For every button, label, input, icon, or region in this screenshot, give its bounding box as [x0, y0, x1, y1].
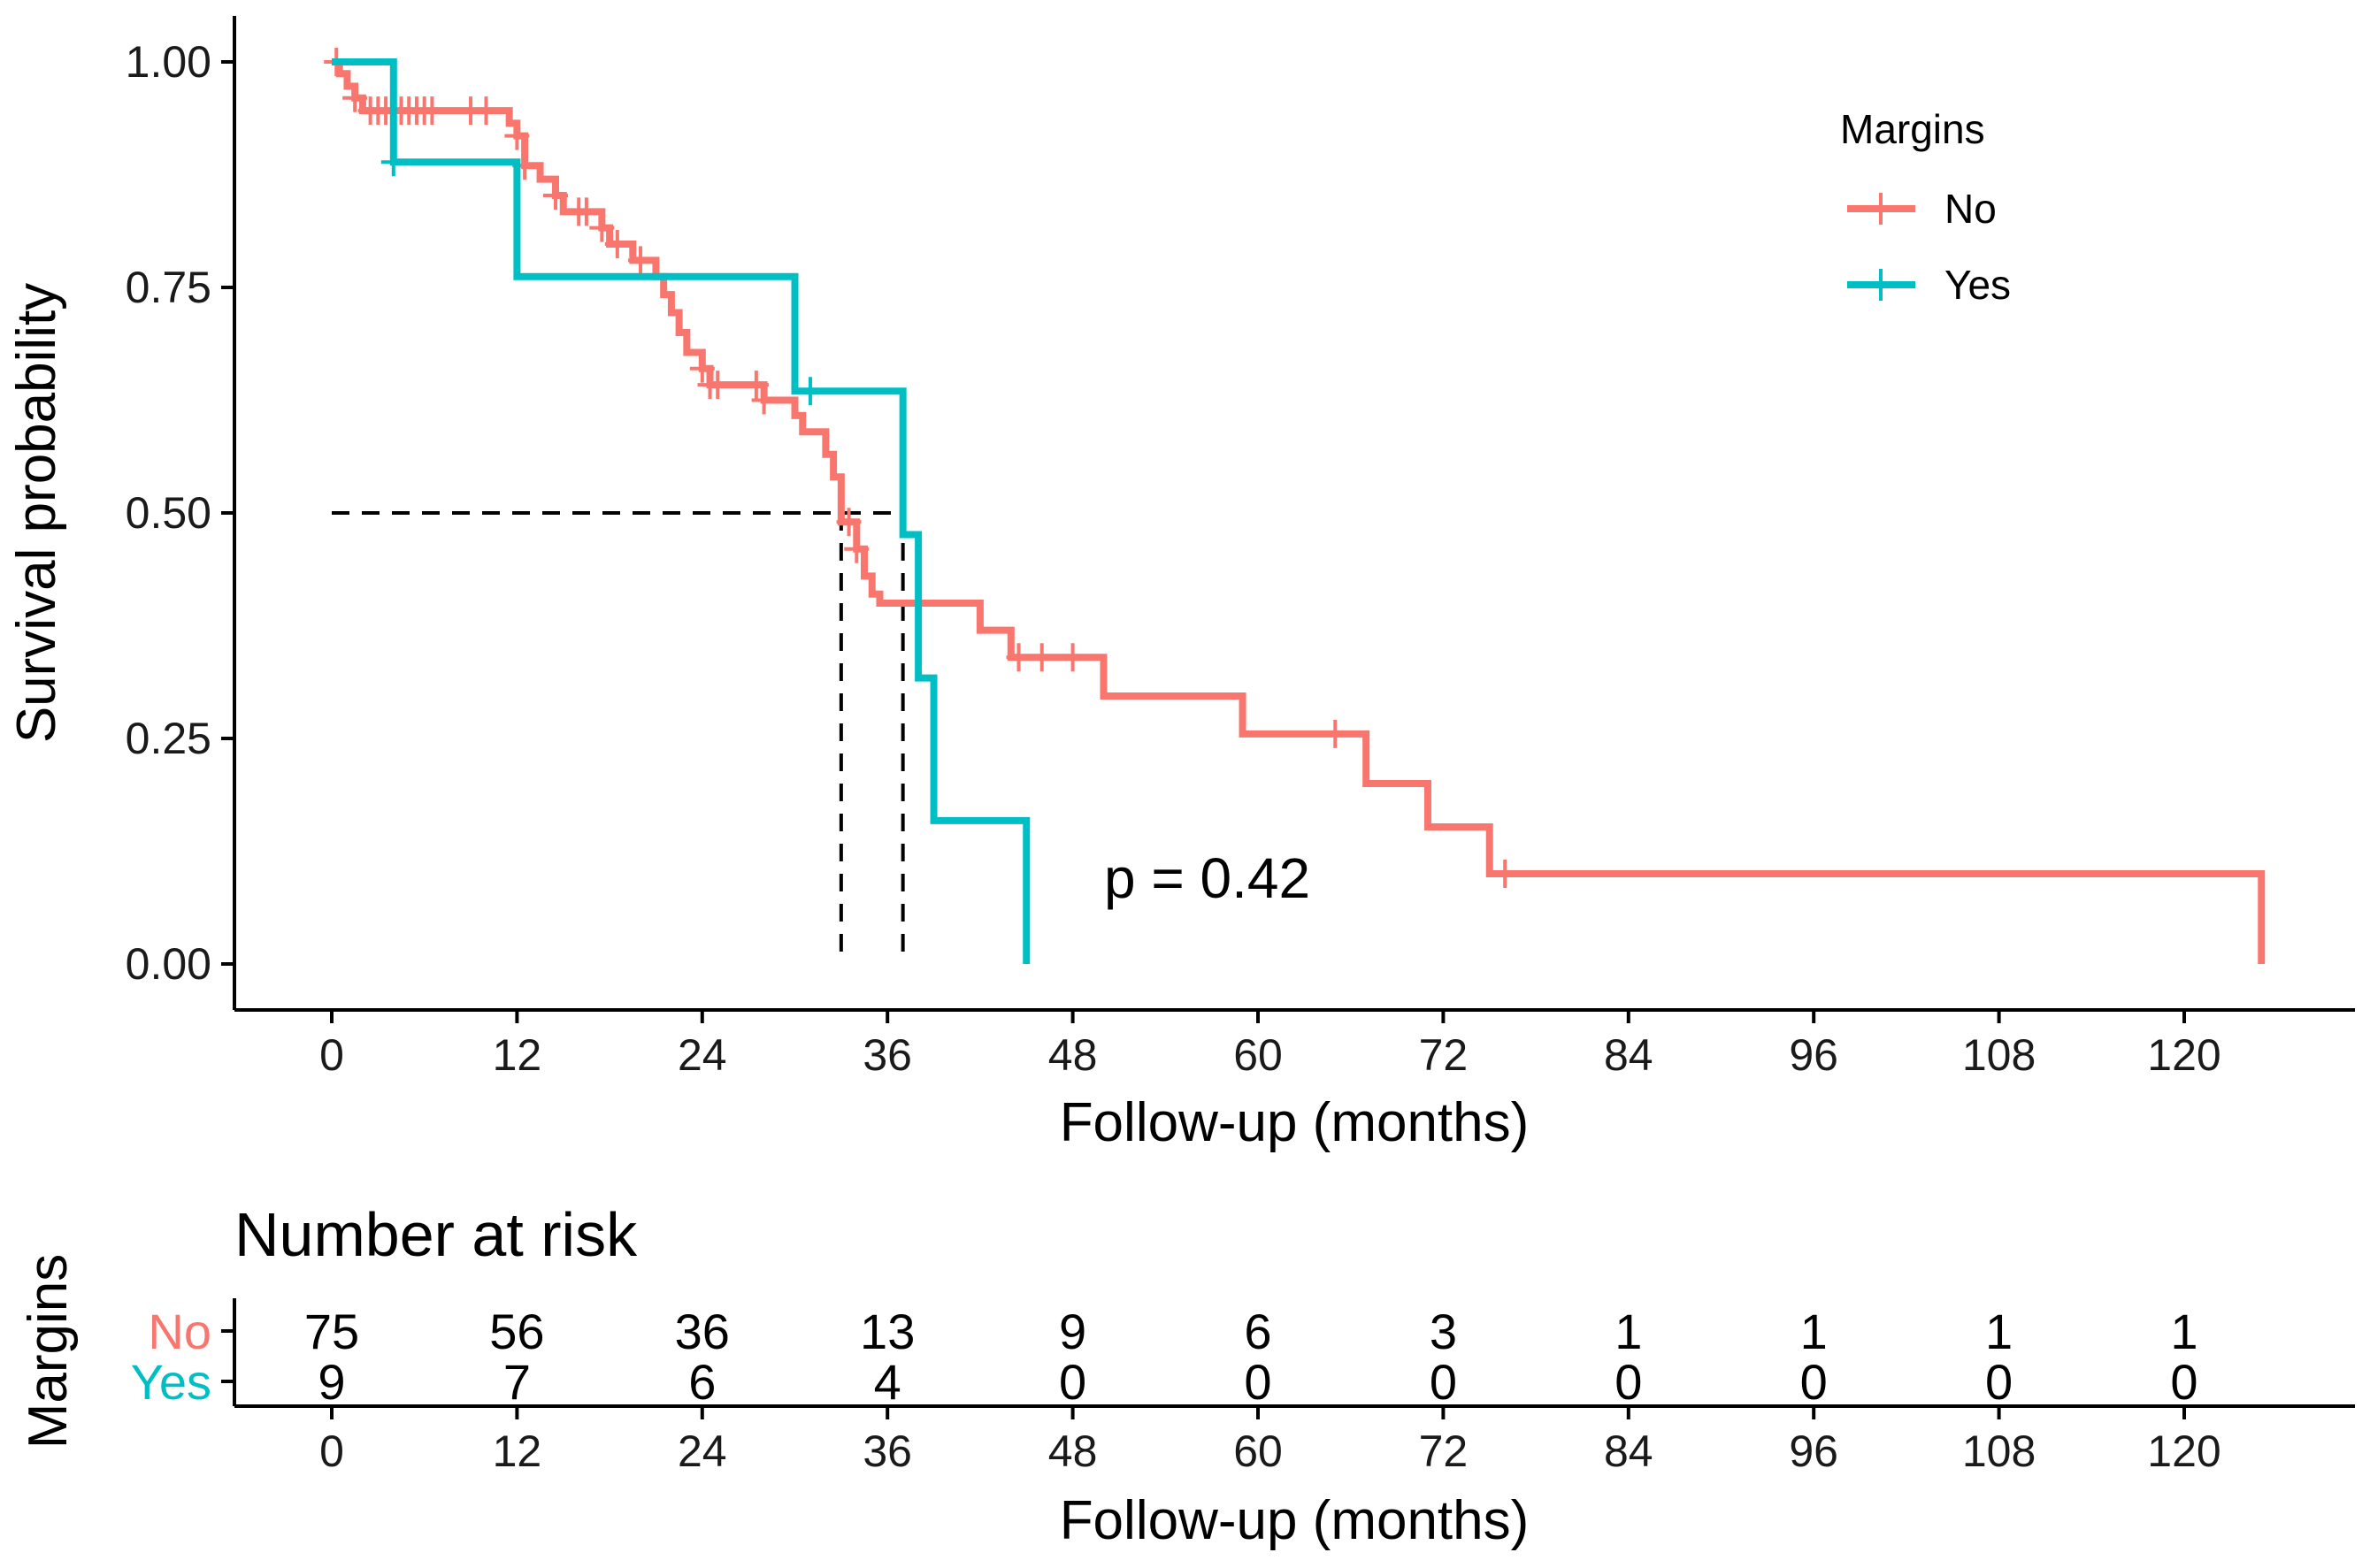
censor-mark [342, 83, 368, 112]
risk-count: 0 [2170, 1354, 2197, 1410]
censor-mark [419, 96, 445, 126]
risk-strata-label: Yes [131, 1354, 211, 1410]
risk-count: 75 [304, 1304, 359, 1359]
risk-count: 13 [860, 1304, 915, 1359]
risk-row-yes: Yes 9 7 6 4 0 0 0 0 0 0 0 [131, 1354, 2198, 1410]
risk-x-axis-ticks: 0 12 24 36 48 60 72 84 96 108 120 [319, 1406, 2221, 1476]
censor-mark [543, 180, 569, 210]
risk-count: 1 [1985, 1304, 2013, 1359]
censor-mark [473, 96, 499, 126]
legend-entry-no: No [1847, 186, 1997, 232]
median-lines [332, 511, 905, 964]
censor-mark [1029, 643, 1055, 672]
legend-label: No [1944, 186, 1997, 232]
censor-mark [836, 508, 862, 537]
legend-entries: No Yes [1847, 186, 2011, 308]
risk-x-tick-label: 84 [1604, 1426, 1653, 1476]
censor-mark [1006, 643, 1032, 672]
risk-table-title: Number at risk [234, 1200, 638, 1269]
survival-curve-yes [332, 58, 1031, 964]
x-tick-label: 36 [863, 1030, 912, 1080]
risk-count: 7 [503, 1354, 531, 1410]
series-yes [332, 58, 1031, 964]
x-tick-label: 24 [678, 1030, 727, 1080]
censor-mark [689, 354, 715, 383]
risk-count: 0 [1059, 1354, 1086, 1410]
risk-count: 56 [489, 1304, 544, 1359]
series-layer [324, 48, 2266, 964]
x-tick-label: 72 [1419, 1030, 1469, 1080]
risk-x-tick-label: 36 [863, 1426, 912, 1476]
y-axis-title: Survival probability [6, 283, 67, 743]
censor-mark [743, 371, 769, 400]
risk-x-tick-label: 120 [2147, 1426, 2220, 1476]
risk-count: 9 [1059, 1304, 1086, 1359]
x-axis-title: Follow-up (months) [1060, 1092, 1530, 1153]
risk-table-rows: No 75 56 36 13 9 6 3 1 1 1 1 Yes 9 7 6 4 0 0 0 0 0 0 0 [131, 1304, 2198, 1410]
risk-x-tick-label: 108 [1962, 1426, 2036, 1476]
risk-count: 1 [1800, 1304, 1828, 1359]
censor-mark [1323, 719, 1348, 748]
risk-x-tick-label: 72 [1419, 1426, 1469, 1476]
risk-count: 0 [1800, 1354, 1828, 1410]
x-tick-label: 108 [1962, 1030, 2036, 1080]
censor-mark [705, 371, 731, 400]
censor-mark [844, 534, 870, 563]
x-tick-label: 60 [1233, 1030, 1283, 1080]
risk-strata-label: No [148, 1304, 211, 1359]
p-value-annotation: p = 0.42 [1104, 846, 1310, 910]
risk-count: 3 [1430, 1304, 1457, 1359]
risk-count: 1 [2170, 1304, 2197, 1359]
censor-mark [1060, 643, 1085, 672]
y-tick-label: 0.25 [126, 714, 211, 763]
risk-count: 9 [318, 1354, 345, 1410]
risk-row-no: No 75 56 36 13 9 6 3 1 1 1 1 [148, 1304, 2197, 1359]
risk-x-tick-label: 60 [1233, 1426, 1283, 1476]
risk-x-axis-title: Follow-up (months) [1060, 1490, 1530, 1551]
risk-count: 0 [1985, 1354, 2013, 1410]
censor-mark [504, 121, 530, 150]
risk-count: 0 [1430, 1354, 1457, 1410]
x-tick-label: 48 [1048, 1030, 1098, 1080]
x-tick-label: 120 [2147, 1030, 2220, 1080]
risk-count: 4 [874, 1354, 901, 1410]
risk-count: 6 [688, 1354, 716, 1410]
x-tick-label: 12 [493, 1030, 542, 1080]
risk-y-axis-title: Margins [18, 1254, 79, 1449]
risk-x-tick-label: 24 [678, 1426, 727, 1476]
risk-x-tick-label: 48 [1048, 1426, 1098, 1476]
survival-plot: 0 12 24 36 48 60 72 84 96 108 120 0.00 0.25 0.50 0.75… [6, 16, 2355, 1153]
censor-mark [751, 386, 777, 415]
censor-mark [1492, 860, 1518, 888]
y-tick-label: 0.50 [126, 488, 211, 538]
censor-mark [380, 148, 406, 177]
y-axis-ticks: 0.00 0.25 0.50 0.75 1.00 [126, 37, 234, 989]
censor-mark [797, 377, 823, 406]
x-axis-ticks: 0 12 24 36 48 60 72 84 96 108 120 [319, 1010, 2221, 1080]
risk-x-tick-label: 12 [493, 1426, 542, 1476]
y-tick-label: 0.75 [126, 263, 211, 312]
x-tick-label: 84 [1604, 1030, 1653, 1080]
risk-count: 0 [1244, 1354, 1271, 1410]
risk-x-tick-label: 0 [319, 1426, 344, 1476]
risk-count: 1 [1615, 1304, 1642, 1359]
x-tick-label: 96 [1789, 1030, 1838, 1080]
censor-mark [589, 213, 615, 242]
legend-entry-yes: Yes [1847, 262, 2011, 308]
x-tick-label: 0 [319, 1030, 344, 1080]
risk-count: 6 [1244, 1304, 1271, 1359]
y-tick-label: 0.00 [126, 939, 211, 989]
legend-label: Yes [1944, 262, 2011, 308]
risk-x-tick-label: 96 [1789, 1426, 1838, 1476]
y-tick-label: 1.00 [126, 37, 211, 87]
censor-mark [628, 246, 653, 275]
legend: Margins No Yes [1840, 106, 2011, 308]
risk-count: 0 [1615, 1354, 1642, 1410]
risk-count: 36 [675, 1304, 730, 1359]
censor-mark [573, 197, 599, 226]
legend-title: Margins [1840, 106, 1985, 152]
censor-mark [604, 230, 630, 259]
